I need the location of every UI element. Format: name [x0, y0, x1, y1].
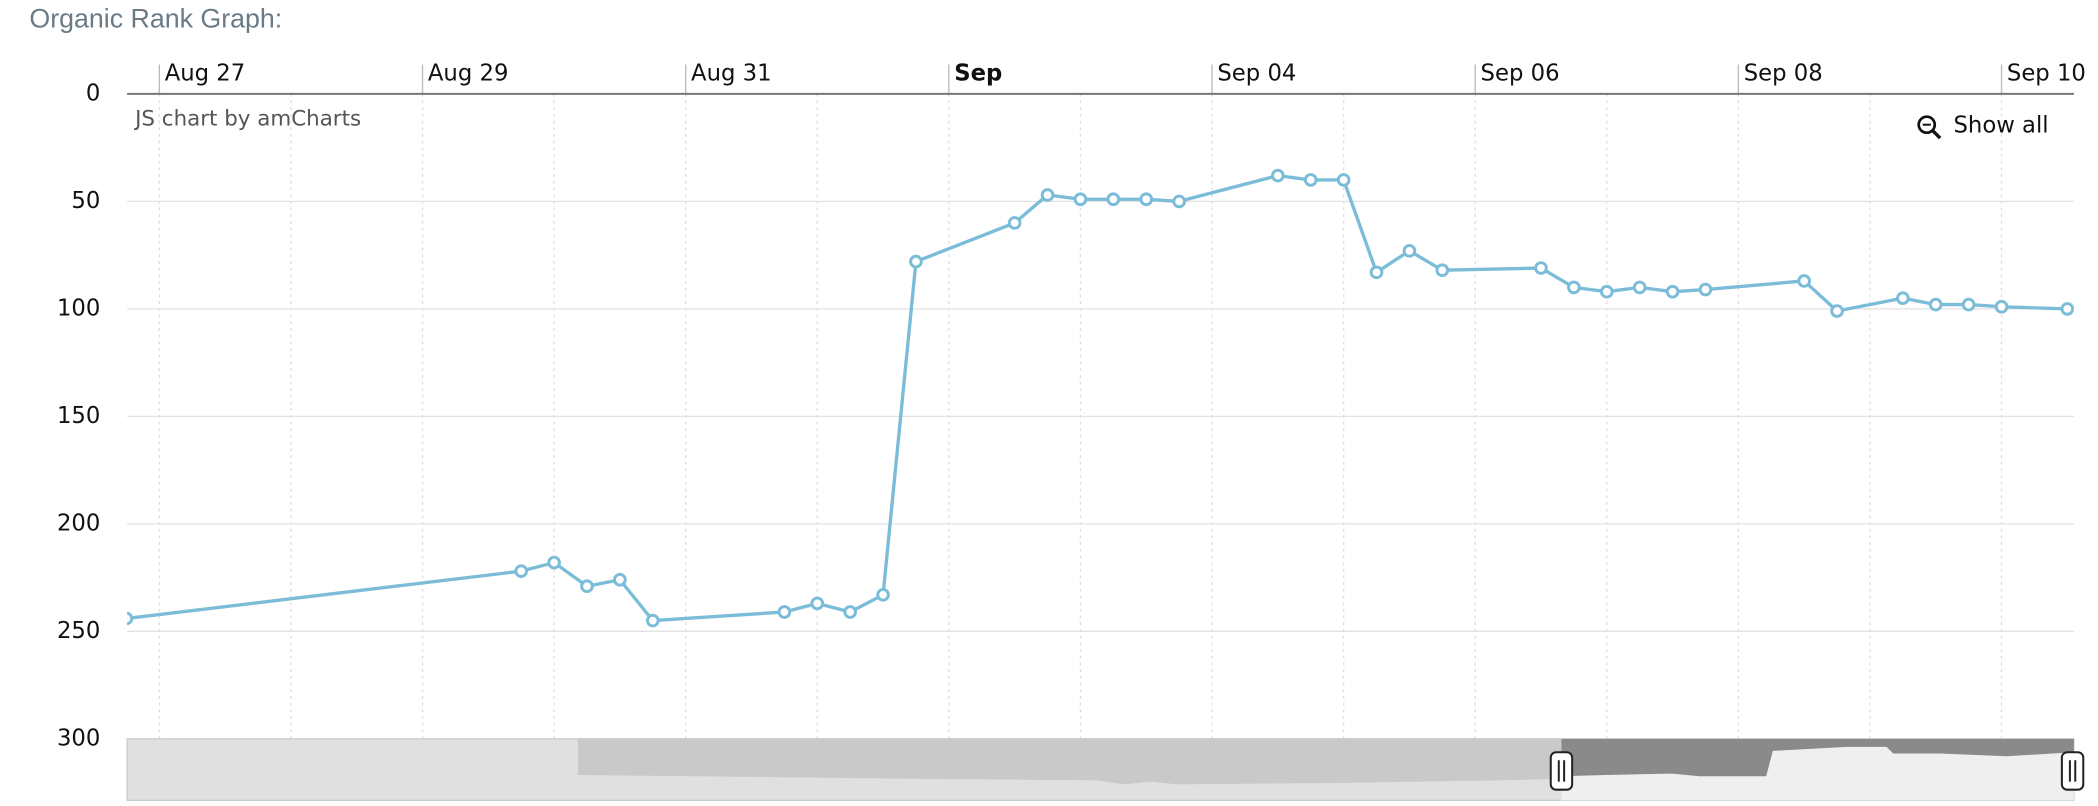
x-tick-label: Sep 08: [1744, 60, 1823, 86]
data-point: [613, 572, 627, 587]
data-point: [645, 613, 660, 628]
data-point: [1961, 297, 1976, 312]
show-all-label[interactable]: Show all: [1953, 113, 2048, 139]
data-point: [580, 579, 594, 594]
data-point: [777, 605, 792, 619]
data-point: [1435, 263, 1450, 278]
y-tick-label: 250: [57, 618, 100, 644]
data-point: [1665, 284, 1680, 299]
x-tick-label: Sep 06: [1481, 60, 1560, 86]
data-point: [1402, 244, 1417, 258]
data-point: [810, 596, 825, 611]
x-tick-label: Aug 31: [691, 60, 772, 86]
data-point: [1797, 274, 1811, 288]
x-tick-label: Aug 29: [428, 60, 509, 86]
x-tick-label: Sep 10: [2007, 60, 2086, 86]
data-point: [1994, 299, 2009, 314]
data-point: [1007, 216, 1022, 230]
y-tick-label: 100: [57, 295, 100, 321]
data-point: [1632, 280, 1647, 295]
x-tick-label: Sep 04: [1217, 60, 1296, 86]
x-tick-label: Sep: [954, 60, 1002, 86]
data-point: [1106, 192, 1121, 207]
data-point: [547, 555, 561, 570]
y-tick-label: 50: [71, 188, 100, 214]
y-tick-label: 300: [57, 725, 100, 751]
zoom-icon-handle: [1930, 128, 1942, 140]
data-point: [1271, 168, 1285, 183]
scrollbar-handle-right[interactable]: [2060, 751, 2085, 791]
data-point: [1040, 188, 1055, 202]
data-point: [1928, 297, 1943, 312]
data-point: [1698, 282, 1713, 297]
x-tick-label: Aug 27: [165, 60, 246, 86]
data-point: [1172, 194, 1186, 209]
zoom-icon: [1917, 115, 1937, 135]
data-point: [1830, 304, 1844, 318]
scrollbar-handle-left[interactable]: [1549, 751, 1574, 791]
chart-title: Organic Rank Graph:: [29, 3, 282, 33]
data-point: [1073, 192, 1088, 207]
data-point: [1336, 173, 1351, 187]
scrollbar-preview: [578, 738, 1562, 785]
data-point: [1567, 280, 1581, 295]
data-point: [1896, 291, 1910, 305]
data-point: [1369, 265, 1384, 280]
data-point: [909, 254, 923, 269]
series-line: [127, 173, 2068, 623]
scrollbar-preview-selected: [1561, 738, 2074, 777]
credit: JS chart by amCharts: [133, 106, 361, 131]
data-point: [1599, 284, 1614, 299]
y-tick-label: 150: [57, 403, 100, 429]
data-point: [876, 587, 890, 602]
data-point: [514, 564, 529, 578]
data-point: [1303, 173, 1318, 187]
y-tick-label: 0: [86, 80, 100, 106]
data-point: [127, 611, 134, 626]
data-point: [1534, 261, 1548, 275]
data-point: [2060, 302, 2074, 316]
data-point: [843, 605, 857, 619]
scrollbar[interactable]: [126, 738, 2085, 802]
y-tick-label: 200: [57, 510, 100, 536]
plot-area: [127, 93, 2074, 740]
show-all-button[interactable]: Show all: [1917, 113, 2049, 140]
data-point: [1139, 192, 1154, 207]
